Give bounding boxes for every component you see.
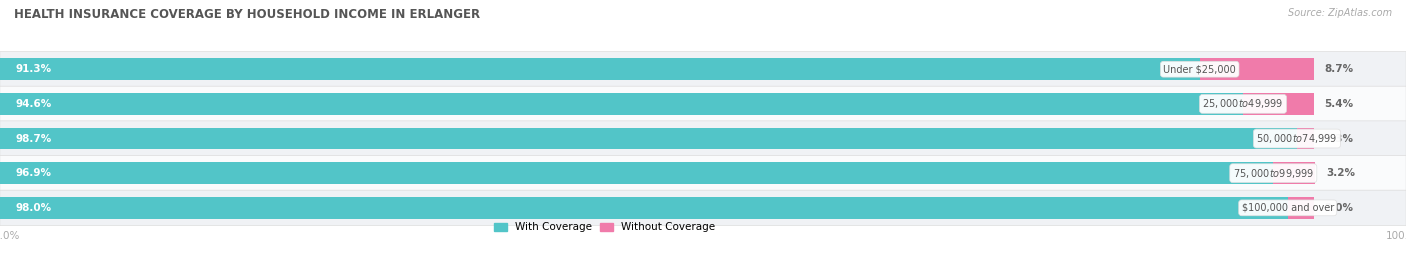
Text: HEALTH INSURANCE COVERAGE BY HOUSEHOLD INCOME IN ERLANGER: HEALTH INSURANCE COVERAGE BY HOUSEHOLD I… <box>14 8 481 21</box>
FancyBboxPatch shape <box>0 155 1406 191</box>
Text: $25,000 to $49,999: $25,000 to $49,999 <box>1202 97 1284 110</box>
Text: $50,000 to $74,999: $50,000 to $74,999 <box>1257 132 1337 145</box>
FancyBboxPatch shape <box>0 190 1406 225</box>
Legend: With Coverage, Without Coverage: With Coverage, Without Coverage <box>494 222 716 232</box>
Text: 94.6%: 94.6% <box>15 99 52 109</box>
Bar <box>1296 128 1315 149</box>
Text: 98.0%: 98.0% <box>15 203 52 213</box>
Text: Under $25,000: Under $25,000 <box>1163 64 1236 74</box>
Bar <box>1199 58 1315 80</box>
Bar <box>0 197 1288 219</box>
Text: 91.3%: 91.3% <box>15 64 52 74</box>
Text: 98.7%: 98.7% <box>15 133 52 144</box>
Bar <box>1288 197 1315 219</box>
Text: $100,000 and over: $100,000 and over <box>1241 203 1334 213</box>
FancyBboxPatch shape <box>0 52 1406 87</box>
Bar <box>0 93 1243 115</box>
Bar <box>1274 162 1316 184</box>
Bar <box>0 58 1199 80</box>
Text: 2.0%: 2.0% <box>1324 203 1354 213</box>
FancyBboxPatch shape <box>0 86 1406 122</box>
Text: 3.2%: 3.2% <box>1326 168 1355 178</box>
Bar <box>0 162 1274 184</box>
Text: 5.4%: 5.4% <box>1324 99 1354 109</box>
FancyBboxPatch shape <box>0 121 1406 156</box>
Text: 96.9%: 96.9% <box>15 168 52 178</box>
Text: 8.7%: 8.7% <box>1324 64 1354 74</box>
Text: $75,000 to $99,999: $75,000 to $99,999 <box>1233 167 1313 180</box>
Bar <box>0 128 1296 149</box>
Text: 1.3%: 1.3% <box>1324 133 1354 144</box>
Text: Source: ZipAtlas.com: Source: ZipAtlas.com <box>1288 8 1392 18</box>
Bar <box>1243 93 1315 115</box>
